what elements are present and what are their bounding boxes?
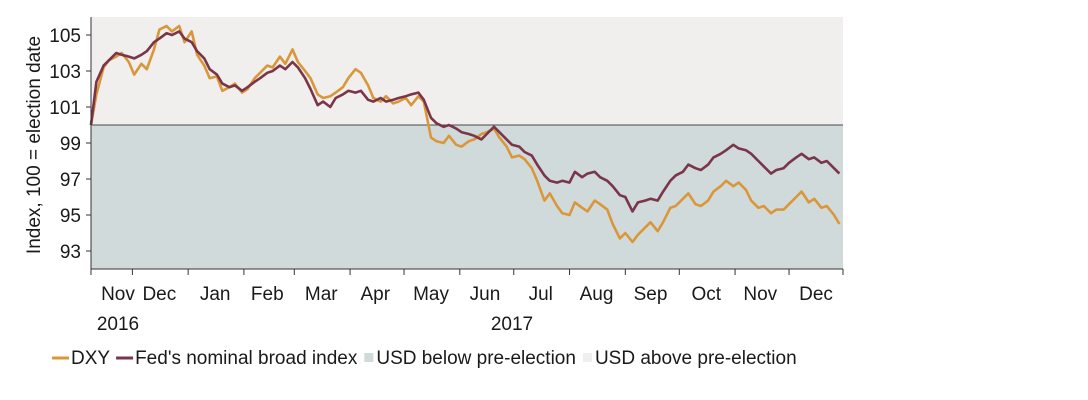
y-tick-label: 99 <box>60 134 81 155</box>
series-layer <box>89 24 841 244</box>
x-month-label: Nov <box>101 284 135 305</box>
y-tick-label: 93 <box>60 242 81 263</box>
legend-label: USD above pre-election <box>595 348 797 369</box>
legend-label: USD below pre-election <box>376 348 576 369</box>
x-month-label: Jan <box>200 284 231 305</box>
x-month-label: Jun <box>470 284 501 305</box>
legend: DXY Fed's nominal broad index USD below pr… <box>52 348 797 369</box>
x-month-label: Apr <box>360 284 390 305</box>
x-month-label: Aug <box>580 284 614 305</box>
series-line-dxy <box>89 24 841 244</box>
series-line-fed-broad-index <box>89 30 841 213</box>
x-month-label: Nov <box>743 284 777 305</box>
x-year-label: 2017 <box>491 314 533 335</box>
x-year-label: 2016 <box>97 314 139 335</box>
x-month-label: Dec <box>142 284 176 305</box>
x-month-label: Dec <box>799 284 833 305</box>
y-tick-label: 97 <box>60 170 81 191</box>
legend-label: DXY <box>71 348 110 369</box>
shade-above-region <box>91 17 843 125</box>
legend-swatch-box <box>364 353 374 362</box>
x-month-label: Feb <box>251 284 284 305</box>
x-month-label: Jul <box>529 284 553 305</box>
y-tick-label: 105 <box>49 26 81 47</box>
plot-background <box>91 17 843 269</box>
x-month-label: Oct <box>691 284 721 305</box>
legend-label: Fed's nominal broad index <box>135 348 358 369</box>
x-month-label: Sep <box>634 284 668 305</box>
y-axis-title: Index, 100 = election date <box>24 36 45 254</box>
y-tick-label: 103 <box>49 62 81 83</box>
x-month-label: Mar <box>305 284 338 305</box>
y-tick-label: 95 <box>60 206 81 227</box>
y-axis-ticks: 93 95 97 99 101 103 105 <box>49 26 91 263</box>
shade-below-region <box>91 125 843 269</box>
y-tick-label: 101 <box>49 98 81 119</box>
x-axis-ticks: Nov Dec Jan Feb Mar Apr May Jun Jul Aug Sep Oct Nov D… <box>90 269 844 335</box>
x-month-label: May <box>413 284 449 305</box>
legend-swatch-box <box>582 353 592 362</box>
